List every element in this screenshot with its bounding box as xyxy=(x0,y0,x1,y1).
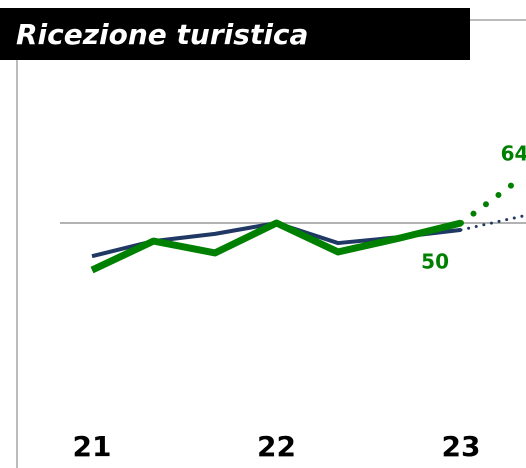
series-line xyxy=(90,219,462,274)
series-line xyxy=(459,214,524,232)
series-line xyxy=(458,173,526,226)
data-label: 64 xyxy=(501,141,526,165)
x-tick-label: 23 xyxy=(442,430,481,463)
x-tick-label: 21 xyxy=(73,430,112,463)
x-tick-label: 22 xyxy=(257,430,296,463)
chart-title: Ricezione turistica xyxy=(16,18,308,51)
data-label: 50 xyxy=(421,250,449,274)
title-box xyxy=(0,8,470,60)
